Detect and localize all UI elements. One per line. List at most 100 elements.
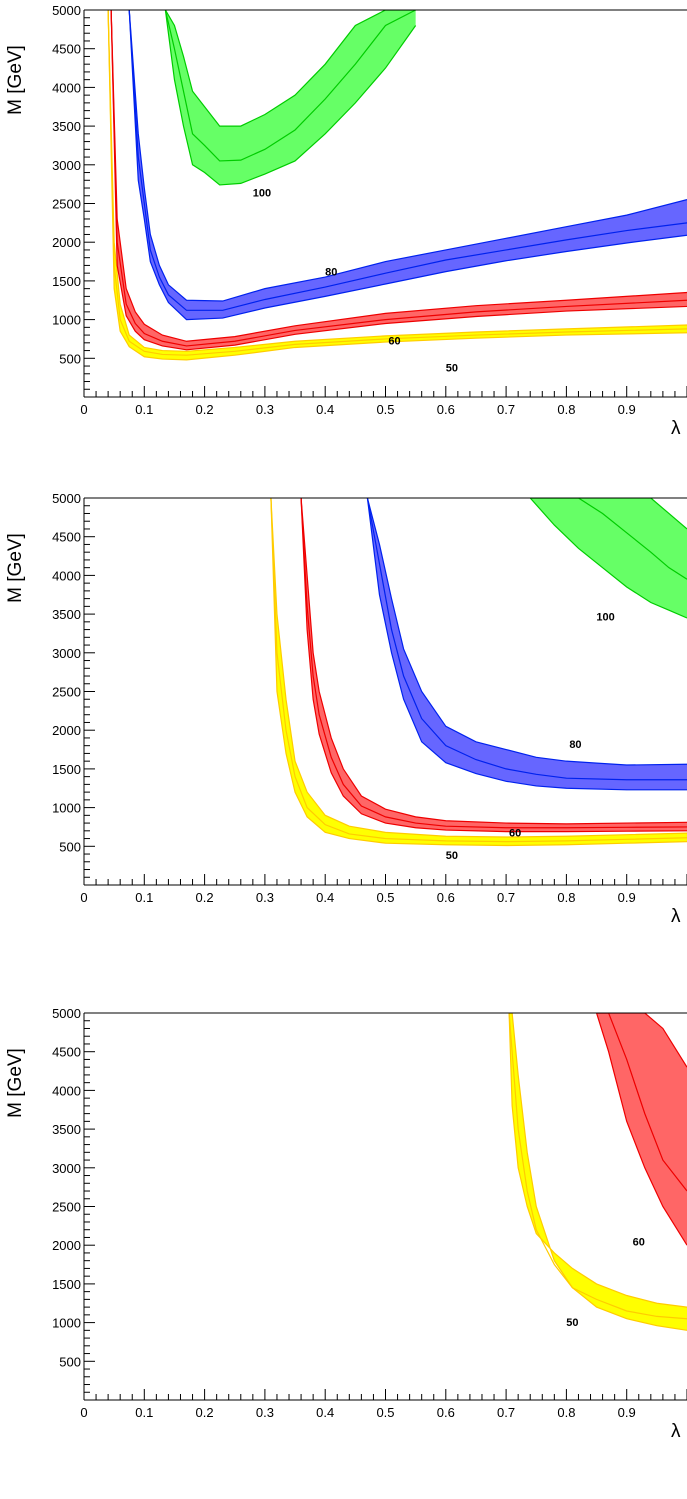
x-tick-label: 0.5 xyxy=(376,890,394,905)
curve-100-central xyxy=(164,10,416,162)
x-tick-label: 0.5 xyxy=(376,1405,394,1420)
x-tick-label: 0 xyxy=(80,890,87,905)
band-label-100: 100 xyxy=(253,188,271,200)
x-tick-label: 0.1 xyxy=(135,890,153,905)
curve-100-upper xyxy=(164,10,416,127)
x-tick-label: 0.6 xyxy=(437,890,455,905)
band-60 xyxy=(596,1013,687,1246)
x-tick-label: 0.3 xyxy=(256,402,274,417)
y-tick-label: 1000 xyxy=(52,313,81,328)
x-tick-label: 0.8 xyxy=(557,890,575,905)
curve-100-central xyxy=(530,498,687,580)
curve-50-central xyxy=(508,1013,687,1320)
y-tick-label: 4500 xyxy=(52,530,81,545)
x-tick-label: 0.7 xyxy=(497,890,515,905)
y-tick-label: 4500 xyxy=(52,42,81,57)
x-tick-label: 0.9 xyxy=(618,890,636,905)
chart-panel-2: 0 0.1 0.2 0.3 0.4 0.5 0.6 0.7 0.8 0.9 500 1000 1500 2… xyxy=(5,491,687,927)
y-tick-label: 3000 xyxy=(52,1161,81,1176)
x-tick-label: 0.8 xyxy=(557,1405,575,1420)
x-tick-label: 0.9 xyxy=(618,1405,636,1420)
curve-50-upper xyxy=(508,1013,687,1308)
curve-80-lower xyxy=(128,10,687,321)
y-axis-title: M [GeV] xyxy=(5,1048,26,1118)
band-label-60: 60 xyxy=(509,827,521,839)
curve-60-lower xyxy=(110,10,687,351)
curve-50-central xyxy=(270,498,687,843)
x-tick-label: 0.6 xyxy=(437,1405,455,1420)
x-tick-label: 0.3 xyxy=(256,1405,274,1420)
x-tick-label: 0.8 xyxy=(557,402,575,417)
y-tick-label: 5000 xyxy=(52,3,81,18)
band-label-50: 50 xyxy=(446,850,458,862)
y-tick-label: 2500 xyxy=(52,197,81,212)
x-axis-title: λ xyxy=(671,418,681,439)
band-label-100: 100 xyxy=(596,611,614,623)
y-tick-label: 1000 xyxy=(52,1316,81,1331)
curve-60-upper xyxy=(596,1013,687,1068)
curve-50-central xyxy=(107,10,687,356)
y-tick-label: 5000 xyxy=(52,491,81,506)
curve-60-central xyxy=(596,1013,687,1192)
x-tick-label: 0.7 xyxy=(497,1405,515,1420)
y-tick-label: 3000 xyxy=(52,158,81,173)
y-tick-label: 3500 xyxy=(52,1122,81,1137)
curve-80-central xyxy=(128,10,687,311)
x-tick-label: 0.2 xyxy=(196,890,214,905)
x-tick-label: 0.4 xyxy=(316,890,334,905)
chart-panel-3: 0 0.1 0.2 0.3 0.4 0.5 0.6 0.7 0.8 0.9 500 1000 1500 2… xyxy=(5,1006,687,1442)
x-tick-label: 0.4 xyxy=(316,402,334,417)
curve-60-central xyxy=(110,10,687,347)
y-tick-label: 3500 xyxy=(52,119,81,134)
y-tick-label: 4500 xyxy=(52,1045,81,1060)
y-tick-label: 4000 xyxy=(52,80,81,95)
y-tick-label: 2500 xyxy=(52,685,81,700)
curve-60-central xyxy=(300,498,687,829)
band-label-80: 80 xyxy=(569,739,581,751)
y-tick-label: 500 xyxy=(59,351,81,366)
curve-60-lower xyxy=(595,1013,687,1246)
y-tick-label: 4000 xyxy=(52,568,81,583)
y-tick-label: 2500 xyxy=(52,1200,81,1215)
curve-50-lower xyxy=(270,498,687,847)
y-tick-label: 4000 xyxy=(52,1083,81,1098)
band-label-80: 80 xyxy=(325,267,337,279)
band-label-60: 60 xyxy=(633,1236,645,1248)
curve-80-central xyxy=(366,498,687,781)
band-label-50: 50 xyxy=(446,363,458,375)
x-tick-label: 0.5 xyxy=(376,402,394,417)
curve-80-upper xyxy=(128,10,687,302)
y-tick-label: 3500 xyxy=(52,607,81,622)
curve-50-upper xyxy=(107,10,687,352)
y-tick-label: 1500 xyxy=(52,274,81,289)
band-50 xyxy=(270,498,687,846)
x-tick-label: 0 xyxy=(80,1405,87,1420)
x-tick-label: 0 xyxy=(80,402,87,417)
band-100 xyxy=(530,498,687,618)
y-axis-title: M [GeV] xyxy=(5,533,26,603)
chart-panel-1: 0 0.1 0.2 0.3 0.4 0.5 0.6 0.7 0.8 0.9 500 1000 1500 2… xyxy=(5,3,687,439)
y-tick-label: 2000 xyxy=(52,723,81,738)
bands xyxy=(270,498,687,847)
x-tick-label: 0.6 xyxy=(437,402,455,417)
y-tick-label: 1500 xyxy=(52,762,81,777)
bands xyxy=(107,10,687,361)
curve-80-lower xyxy=(366,498,687,791)
x-tick-label: 0.2 xyxy=(196,1405,214,1420)
curve-50-upper xyxy=(270,498,687,838)
x-tick-label: 0.1 xyxy=(135,1405,153,1420)
x-tick-label: 0.9 xyxy=(618,402,636,417)
y-tick-label: 3000 xyxy=(52,646,81,661)
y-axis-title: M [GeV] xyxy=(5,45,26,115)
x-tick-label: 0.1 xyxy=(135,402,153,417)
y-tick-label: 500 xyxy=(59,839,81,854)
y-tick-label: 2000 xyxy=(52,1238,81,1253)
y-tick-label: 5000 xyxy=(52,1006,81,1021)
y-tick-label: 1000 xyxy=(52,801,81,816)
curve-50-lower xyxy=(107,10,687,361)
bands xyxy=(508,1013,687,1331)
curve-50-lower xyxy=(509,1013,687,1331)
curve-60-upper xyxy=(300,498,687,825)
band-label-60: 60 xyxy=(388,335,400,347)
